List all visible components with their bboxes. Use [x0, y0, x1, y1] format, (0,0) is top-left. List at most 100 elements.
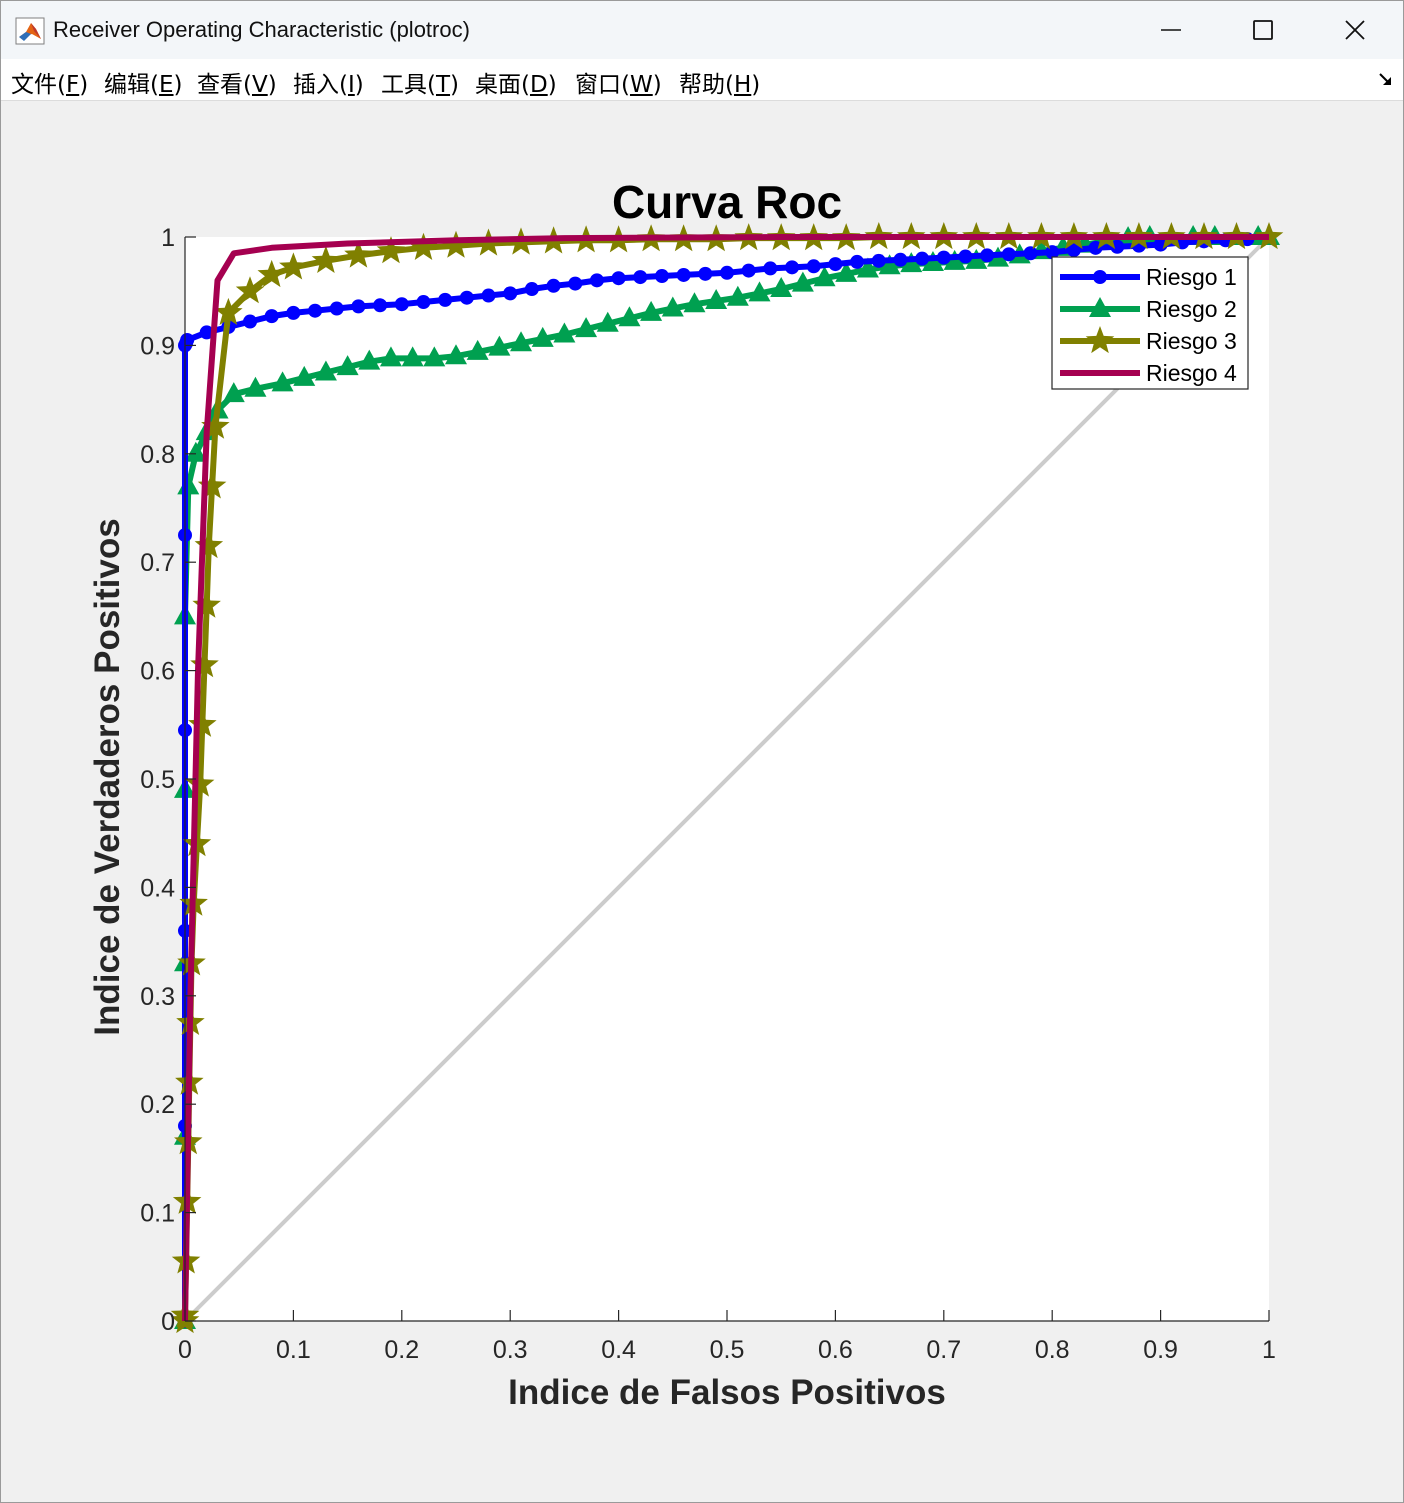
series-point-riesgo-1: [763, 261, 778, 276]
menu-tools[interactable]: 工具(T): [381, 65, 459, 99]
legend-label-riesgo-3: Riesgo 3: [1146, 328, 1237, 354]
series-point-riesgo-1: [199, 325, 214, 340]
series-point-riesgo-2: [640, 300, 663, 321]
menu-help[interactable]: 帮助(H): [679, 65, 760, 99]
matlab-icon: [15, 17, 45, 45]
x-tick-label: 0.2: [384, 1336, 419, 1364]
series-point-riesgo-1: [416, 295, 431, 310]
legend-label-riesgo-2: Riesgo 2: [1146, 296, 1237, 322]
legend-label-riesgo-4: Riesgo 4: [1146, 360, 1237, 386]
series-point-riesgo-1: [850, 254, 865, 269]
series-point-riesgo-1: [308, 303, 323, 318]
menu-file-key: F: [65, 72, 80, 98]
y-axis-label: Indice de Verdaderos Positivos: [88, 518, 127, 1035]
series-point-riesgo-2: [813, 266, 836, 287]
menu-bar: 文件(F) 编辑(E) 查看(V) 插入(I) 工具(T) 桌面(D) 窗口(W…: [1, 59, 1403, 101]
series-point-riesgo-2: [466, 339, 489, 360]
close-button[interactable]: [1309, 1, 1401, 59]
series-point-riesgo-2: [575, 317, 598, 338]
series-line-riesgo-4: [182, 234, 1269, 1322]
y-tick-label: 0.9: [140, 332, 175, 360]
y-tick-label: 0.3: [140, 983, 175, 1011]
series-point-riesgo-2: [705, 288, 728, 309]
menu-tools-text: 工具(: [381, 72, 436, 98]
series-point-riesgo-3: [190, 650, 219, 678]
menu-help-text: 帮助(: [679, 72, 734, 98]
series-point-riesgo-1: [1045, 245, 1060, 260]
menu-edit[interactable]: 编辑(E): [104, 65, 183, 99]
series-point-riesgo-2: [748, 281, 771, 302]
x-tick-label: 0.1: [276, 1336, 311, 1364]
series-point-riesgo-2: [271, 371, 294, 392]
series-point-riesgo-1: [1023, 246, 1038, 261]
series-point-riesgo-3: [188, 709, 217, 737]
menu-file-close: ): [79, 72, 89, 98]
close-icon: [1345, 20, 1365, 40]
series-point-riesgo-2: [683, 292, 706, 313]
series-point-riesgo-1: [546, 278, 561, 293]
series-point-riesgo-2: [531, 326, 554, 347]
x-tick-label: 0: [178, 1336, 192, 1364]
series-point-riesgo-2: [401, 346, 424, 367]
series-point-riesgo-1: [568, 276, 583, 291]
menu-window[interactable]: 窗口(W): [575, 65, 662, 99]
legend-marker-riesgo-1: [1093, 270, 1107, 284]
series-point-riesgo-1: [785, 260, 800, 275]
menu-file[interactable]: 文件(F): [11, 65, 88, 99]
series-point-riesgo-1: [871, 253, 886, 268]
x-tick-label: 0.3: [493, 1336, 528, 1364]
series-point-riesgo-1: [286, 305, 301, 320]
menu-view-close: ): [267, 72, 277, 98]
maximize-button[interactable]: [1217, 1, 1309, 59]
series-point-riesgo-1: [698, 266, 713, 281]
series-point-riesgo-1: [180, 332, 195, 347]
series-point-riesgo-2: [726, 285, 749, 306]
series-point-riesgo-1: [351, 299, 366, 314]
menu-insert-close: ): [354, 72, 364, 98]
x-tick-label: 1: [1262, 1336, 1276, 1364]
menu-tools-key: T: [435, 72, 451, 98]
series-point-riesgo-2: [423, 346, 446, 367]
menu-view[interactable]: 查看(V): [197, 65, 277, 99]
dock-figure-icon[interactable]: [1377, 71, 1395, 89]
series-point-riesgo-3: [376, 236, 406, 264]
chart-title: Curva Roc: [612, 176, 842, 228]
series-point-riesgo-1: [438, 292, 453, 307]
x-tick-label: 0.5: [710, 1336, 745, 1364]
series-point-riesgo-3: [201, 411, 230, 439]
maximize-icon: [1253, 20, 1273, 40]
series-point-riesgo-1: [329, 301, 344, 316]
legend-label-riesgo-1: Riesgo 1: [1146, 264, 1237, 290]
menu-insert-key: I: [347, 72, 355, 98]
menu-help-close: ): [751, 72, 761, 98]
menu-view-key: V: [251, 72, 268, 98]
series-point-riesgo-2: [510, 331, 533, 352]
roc-chart: 0 0.1 0.2 0.3 0.4 0.5 0.6 0.7 0.8 0.9 1 0 0.1 0.2 0.3 0…: [88, 176, 1284, 1412]
y-tick-label: 1: [161, 224, 175, 252]
series-point-riesgo-1: [958, 249, 973, 264]
legend-marker-riesgo-2: [1089, 297, 1111, 317]
series-point-riesgo-2: [184, 441, 207, 462]
series-point-riesgo-1: [394, 297, 409, 312]
minimize-button[interactable]: [1125, 1, 1217, 59]
menu-desktop-close: ): [547, 72, 557, 98]
series-point-riesgo-3: [344, 240, 373, 268]
menu-tools-close: ): [450, 72, 460, 98]
menu-window-key: W: [629, 72, 653, 98]
y-tick-label: 0: [161, 1308, 175, 1336]
series-point-riesgo-2: [878, 254, 901, 275]
menu-insert[interactable]: 插入(I): [293, 65, 364, 99]
series-point-riesgo-1: [980, 248, 995, 263]
reference-diagonal-line: [183, 235, 1271, 1323]
menu-desktop[interactable]: 桌面(D): [475, 65, 557, 99]
series-point-riesgo-3: [214, 297, 243, 325]
menu-window-text: 窗口(: [575, 72, 630, 98]
series-point-riesgo-2: [336, 355, 359, 376]
y-tick-label: 0.7: [140, 549, 175, 577]
series-point-riesgo-2: [293, 365, 316, 386]
x-tick-label: 0.9: [1143, 1336, 1178, 1364]
menu-help-key: H: [733, 72, 752, 98]
series-point-riesgo-3: [441, 230, 471, 258]
series-point-riesgo-1: [936, 250, 951, 265]
